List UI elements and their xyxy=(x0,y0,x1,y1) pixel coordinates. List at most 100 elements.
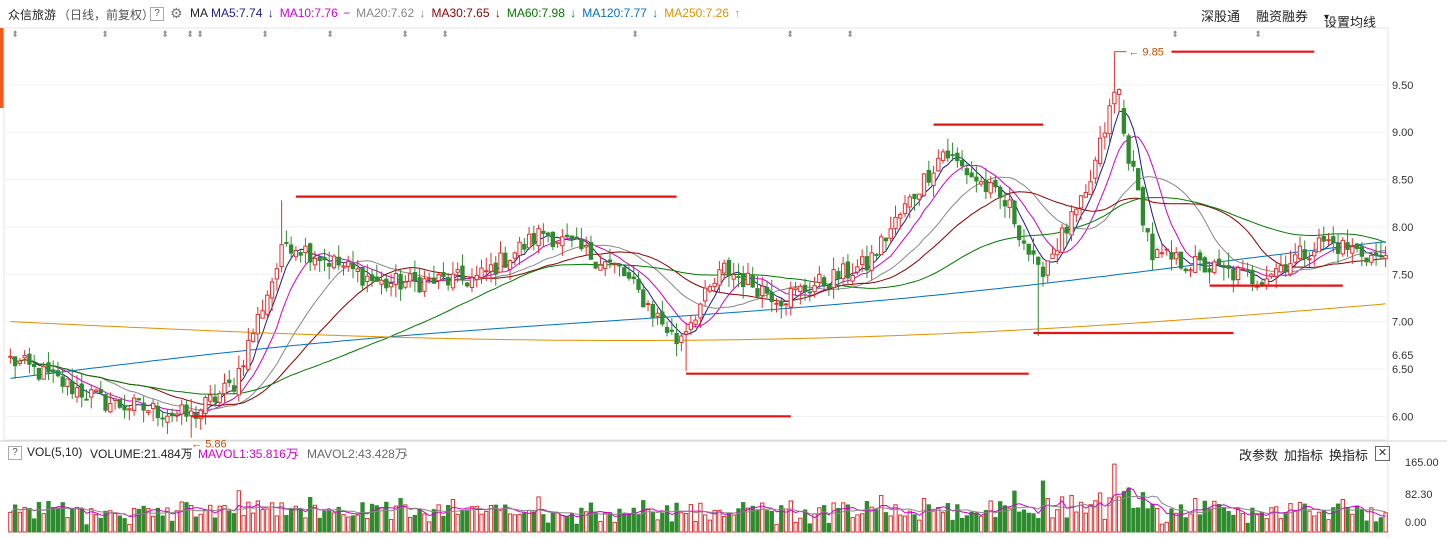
candle-body xyxy=(1383,254,1388,260)
volume-bar xyxy=(12,504,18,533)
ma-legend-item: MA5:7.74 xyxy=(211,6,266,20)
volume-bar xyxy=(1193,498,1198,533)
volume-bar xyxy=(569,513,575,533)
volume-bar xyxy=(907,510,912,533)
candle-body xyxy=(702,287,708,302)
help-icon[interactable]: ? xyxy=(150,7,164,21)
volume-help-icon[interactable]: ? xyxy=(8,446,22,460)
close-icon[interactable]: ✕ xyxy=(1375,446,1390,461)
candle-body xyxy=(431,277,437,284)
volume-bar xyxy=(84,524,89,533)
volume-bar xyxy=(926,504,931,533)
candle-body xyxy=(974,176,979,182)
change-params-button[interactable]: 改参数 xyxy=(1239,448,1279,463)
candle-body xyxy=(22,355,27,359)
volume-bar xyxy=(1202,500,1207,533)
candle-body xyxy=(98,389,103,394)
volume-bar xyxy=(874,509,879,533)
volume-bar xyxy=(950,519,955,533)
mavol2-value: MAVOL2:43.428万 xyxy=(307,447,407,461)
volume-bar xyxy=(545,522,551,533)
candle-body xyxy=(60,376,65,387)
mavol1-value: MAVOL1:35.816万 xyxy=(198,447,298,461)
volume-bar xyxy=(446,504,451,533)
volume-header: ? VOL(5,10) VOLUME:21.484万 ↓ MAVOL1:35.8… xyxy=(0,443,1447,463)
candle-body xyxy=(1036,256,1041,265)
candle-body xyxy=(598,264,603,271)
volume-bar xyxy=(469,506,475,533)
candle-body xyxy=(1017,225,1022,241)
candle-body xyxy=(850,275,855,282)
volume-bar xyxy=(674,502,679,533)
candle-body xyxy=(788,288,793,308)
candle-body xyxy=(1159,252,1165,255)
volume-tick-label: 82.30 xyxy=(1405,489,1433,501)
candle-body xyxy=(1373,252,1379,256)
volume-bar xyxy=(317,517,322,533)
candle-body xyxy=(607,259,613,263)
volume-bar xyxy=(103,510,108,533)
menu-margin-trading[interactable]: 融资融券 xyxy=(1256,9,1309,24)
gear-icon[interactable]: ⚙ xyxy=(170,5,183,21)
volume-bar xyxy=(41,513,46,533)
event-marker-icon: ⬍ xyxy=(196,29,204,39)
candle-body xyxy=(12,356,18,367)
volume-bar xyxy=(1335,503,1341,533)
switch-indicator-button[interactable]: 换指标 xyxy=(1329,448,1369,463)
candle-body xyxy=(1012,200,1017,225)
volume-bar xyxy=(836,507,841,533)
event-marker-icon: ⬍ xyxy=(631,29,639,39)
candle-body xyxy=(503,252,508,268)
menu-sz-connect[interactable]: 深股通 xyxy=(1201,9,1241,24)
volume-bar xyxy=(27,508,32,533)
volume-bar xyxy=(683,513,689,533)
candle-body xyxy=(303,245,308,254)
volume-bar xyxy=(1178,504,1184,533)
volume-bar xyxy=(374,505,379,533)
candle-body xyxy=(722,262,727,274)
volume-bar xyxy=(1331,507,1336,533)
volume-bar xyxy=(626,513,632,533)
candle-body xyxy=(1216,258,1222,266)
volume-bar xyxy=(940,512,946,533)
candle-body xyxy=(517,241,522,256)
candle-body xyxy=(869,252,874,271)
candle-body xyxy=(474,274,479,280)
candle-body xyxy=(669,329,674,332)
candle-body xyxy=(978,181,984,185)
candle-body xyxy=(198,409,203,420)
candle-body xyxy=(55,370,61,377)
volume-bar xyxy=(398,498,403,533)
volume-bar xyxy=(70,507,75,533)
volume-bar xyxy=(407,516,413,533)
price-tick-label: 7.00 xyxy=(1392,317,1413,329)
candle-body xyxy=(836,271,841,280)
candle-body xyxy=(493,262,498,275)
candle-body xyxy=(117,399,122,408)
volume-bar xyxy=(1235,508,1241,533)
volume-bar xyxy=(112,512,118,533)
volume-bar xyxy=(417,508,422,533)
candle-body xyxy=(108,403,113,413)
candle-body xyxy=(569,235,575,241)
candle-body xyxy=(636,278,641,290)
price-tick-label: 9.00 xyxy=(1392,127,1413,139)
candle-body xyxy=(450,273,456,289)
candle-body xyxy=(403,281,408,288)
volume-bar xyxy=(588,502,594,533)
add-indicator-button[interactable]: 加指标 xyxy=(1284,448,1324,463)
volume-bar xyxy=(227,510,232,533)
candle-body xyxy=(1136,168,1141,191)
candle-body xyxy=(693,319,698,325)
candle-body xyxy=(1369,254,1374,263)
candle-body xyxy=(883,237,889,242)
candle-body xyxy=(726,259,732,277)
candle-body xyxy=(436,274,441,282)
ma-legend: MA5:7.74 ↓ MA10:7.76 − MA20:7.62 ↓ MA30:7.6… xyxy=(211,6,746,20)
candle-body xyxy=(1212,261,1217,273)
candle-body xyxy=(1112,91,1117,105)
volume-bar xyxy=(712,509,717,533)
candle-body xyxy=(617,264,622,267)
volume-bar xyxy=(322,510,327,533)
